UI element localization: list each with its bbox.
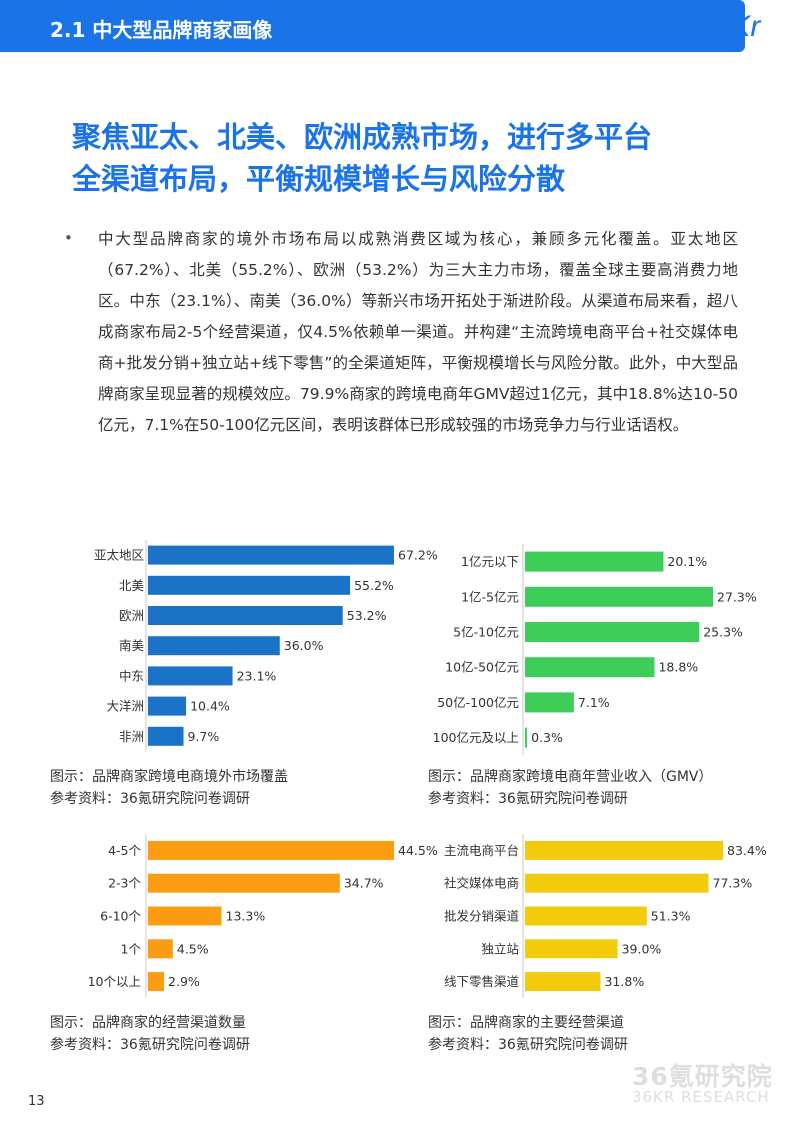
bar (148, 972, 165, 992)
bar (525, 622, 700, 642)
page-number: 13 (28, 1094, 45, 1109)
category-label: 亚太地区 (94, 548, 144, 563)
value-label: 20.1% (667, 554, 707, 569)
value-label: 31.8% (604, 974, 644, 989)
chart-main-channels: 主流电商平台 83.4% 社交媒体电商 77.3% 批发分销渠道 51.3% 独立站 39.0… (444, 834, 767, 998)
caption-source: 参考资料：36氪研究院问卷调研 (50, 1037, 250, 1053)
value-label: 83.4% (727, 843, 767, 858)
value-label: 53.2% (347, 608, 387, 623)
headline-line-1: 聚焦亚太、北美、欧洲成熟市场，进行多平台 (72, 120, 653, 154)
category-label: 10亿-50亿元 (445, 660, 519, 675)
svg-text:36Kr: 36Kr (697, 10, 761, 43)
value-label: 2.9% (168, 974, 200, 989)
bar (148, 840, 394, 860)
value-label: 34.7% (344, 876, 384, 891)
bar (525, 906, 647, 926)
value-label: 13.3% (226, 909, 266, 924)
bar (525, 551, 664, 572)
category-label: 南美 (119, 638, 144, 653)
bar (525, 727, 528, 748)
caption-title: 图示：品牌商家的经营渠道数量 (50, 1015, 246, 1031)
bar (148, 545, 394, 565)
value-label: 0.3% (531, 730, 563, 745)
bar (525, 939, 618, 959)
caption-title: 图示：品牌商家跨境电商年营业收入（GMV） (428, 769, 713, 785)
category-label: 主流电商平台 (444, 843, 519, 858)
body-paragraph: 中大型品牌商家的境外市场布局以成熟消费区域为核心，兼顾多元化覆盖。亚太地区（67… (98, 230, 738, 434)
category-label: 非洲 (119, 729, 144, 744)
watermark-en: 36KR RESEARCH (632, 1088, 770, 1106)
value-label: 77.3% (713, 876, 753, 891)
bar (525, 692, 574, 713)
section-header-bar: 2.1 中大型品牌商家画像 (0, 0, 745, 52)
value-label: 36.0% (284, 638, 324, 653)
bar (148, 906, 222, 926)
value-label: 18.8% (658, 660, 698, 675)
category-label: 线下零售渠道 (444, 974, 520, 989)
bar (148, 939, 173, 959)
value-label: 25.3% (703, 625, 743, 640)
category-label: 独立站 (481, 941, 519, 956)
bar (148, 575, 351, 595)
category-label: 批发分销渠道 (444, 909, 520, 924)
caption-title: 图示：品牌商家的主要经营渠道 (428, 1015, 624, 1031)
caption-source: 参考资料：36氪研究院问卷调研 (428, 791, 628, 807)
value-label: 7.1% (578, 695, 610, 710)
bar (148, 873, 340, 893)
category-label: 中东 (119, 668, 144, 683)
value-label: 10.4% (190, 699, 230, 714)
value-label: 67.2% (398, 548, 438, 563)
bar (148, 636, 280, 656)
bar (148, 606, 343, 625)
headline: 聚焦亚太、北美、欧洲成熟市场，进行多平台 全渠道布局，平衡规模增长与风险分散 (72, 116, 752, 200)
category-label: 5亿-10亿元 (453, 625, 519, 640)
chart-channel-count: 4-5个 44.5% 2-3个 34.7% 6-10个 13.3% 1个 4.5% 10个以上 2… (88, 834, 438, 998)
bar (148, 666, 233, 686)
category-label: 北美 (119, 578, 144, 593)
category-label: 10个以上 (88, 974, 141, 989)
caption-title: 图示：品牌商家跨境电商境外市场覆盖 (50, 769, 288, 785)
category-label: 1亿元以下 (461, 554, 519, 569)
caption-source: 参考资料：36氪研究院问卷调研 (50, 791, 250, 807)
value-label: 23.1% (237, 668, 277, 683)
value-label: 27.3% (717, 589, 757, 604)
category-label: 1个 (121, 941, 142, 956)
category-label: 6-10个 (100, 909, 141, 924)
chart-gmv: 1亿元以下 20.1% 1亿-5亿元 27.3% 5亿-10亿元 25.3% 10亿-50亿… (433, 544, 757, 756)
headline-line-2: 全渠道布局，平衡规模增长与风险分散 (72, 162, 566, 196)
value-label: 55.2% (354, 578, 394, 593)
category-label: 2-3个 (108, 876, 141, 891)
bar (525, 657, 655, 678)
value-label: 4.5% (177, 941, 209, 956)
category-label: 1亿-5亿元 (461, 589, 519, 604)
category-label: 100亿元及以上 (433, 730, 519, 745)
chart-channel-count-caption: 图示：品牌商家的经营渠道数量 参考资料：36氪研究院问卷调研 (50, 1012, 250, 1056)
chart-market-coverage: 亚太地区 67.2% 北美 55.2% 欧洲 53.2% 南美 36.0% 中东 23.1% 大洋洲… (94, 540, 438, 752)
bullet-marker: • (64, 229, 73, 247)
category-label: 4-5个 (108, 843, 141, 858)
bar (525, 873, 709, 893)
value-label: 51.3% (651, 909, 691, 924)
category-label: 50亿-100亿元 (437, 695, 519, 710)
category-label: 欧洲 (119, 608, 144, 623)
value-label: 39.0% (622, 941, 662, 956)
bar (525, 972, 601, 992)
chart-market-coverage-caption: 图示：品牌商家跨境电商境外市场覆盖 参考资料：36氪研究院问卷调研 (50, 766, 288, 810)
36kr-logo: 36Kr (697, 10, 761, 43)
category-label: 社交媒体电商 (444, 876, 519, 891)
bar (148, 696, 187, 716)
bar (148, 726, 184, 746)
chart-gmv-caption: 图示：品牌商家跨境电商年营业收入（GMV） 参考资料：36氪研究院问卷调研 (428, 766, 713, 810)
watermark-cn: 36氪研究院 (632, 1062, 773, 1091)
value-label: 9.7% (188, 729, 220, 744)
category-label: 大洋洲 (106, 699, 144, 714)
caption-source: 参考资料：36氪研究院问卷调研 (428, 1037, 628, 1053)
chart-main-channels-caption: 图示：品牌商家的主要经营渠道 参考资料：36氪研究院问卷调研 (428, 1012, 628, 1056)
value-label: 44.5% (398, 843, 438, 858)
section-title: 2.1 中大型品牌商家画像 (50, 18, 273, 42)
bar (525, 840, 723, 860)
bar (525, 586, 713, 607)
